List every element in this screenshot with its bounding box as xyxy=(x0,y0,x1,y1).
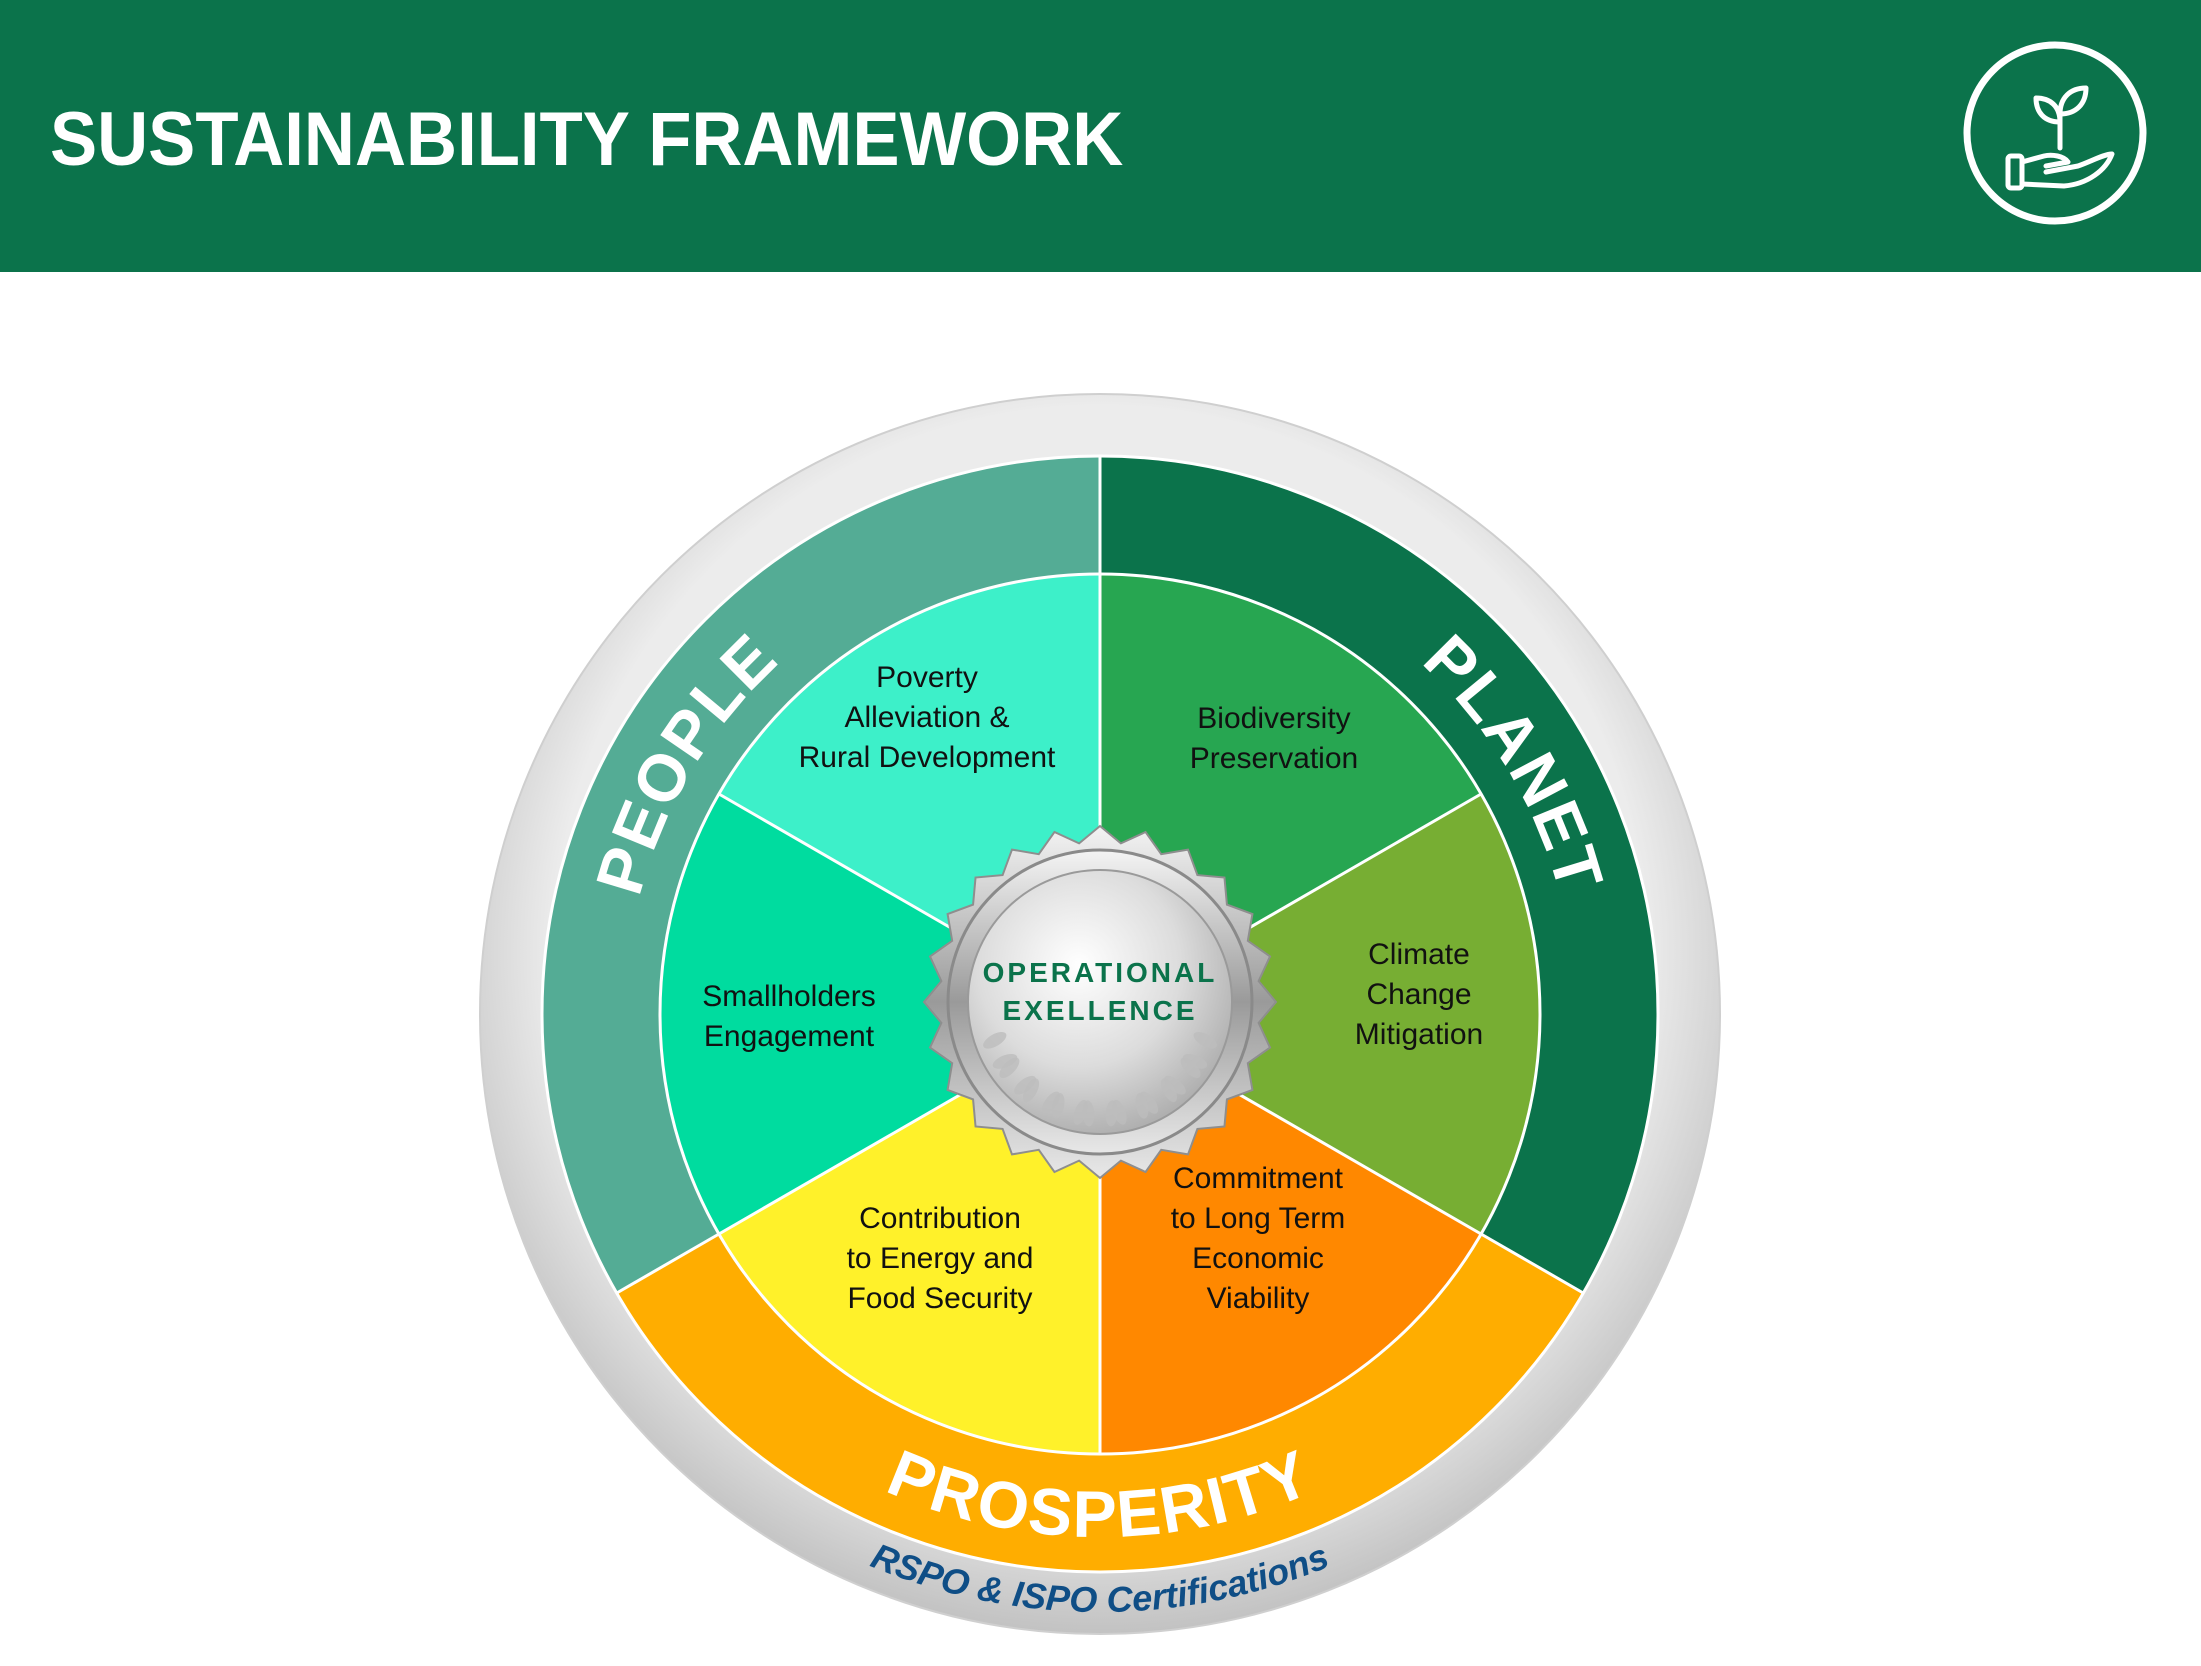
laurel-wreath-icon xyxy=(983,1031,1217,1127)
operational-excellence-badge: OPERATIONAL EXELLENCE xyxy=(922,824,1278,1180)
smallholders-segment xyxy=(660,794,1100,1234)
segment-label-line: Viability xyxy=(1207,1282,1310,1315)
laurel-leaf xyxy=(1014,1075,1036,1095)
planet-pillar-band xyxy=(1100,456,1658,1293)
laurel-leaf xyxy=(999,1057,1020,1079)
laurel-leaf xyxy=(983,1031,1007,1049)
laurel-leaf xyxy=(1160,1078,1178,1103)
segment-label-line: Economic xyxy=(1192,1242,1324,1275)
outer-ring-outline xyxy=(540,454,1660,1574)
pillar-divider xyxy=(616,1232,720,1295)
laurel-leaf xyxy=(1105,1100,1118,1127)
laurel-leaf xyxy=(1073,1099,1088,1125)
plant-in-hand-icon xyxy=(1963,41,2147,225)
laurel-leaf xyxy=(1041,1091,1060,1114)
segment-label-line: Change xyxy=(1366,978,1471,1011)
page-title: SUSTAINABILITY FRAMEWORK xyxy=(50,97,1124,182)
segment-label-line: Smallholders xyxy=(702,980,875,1013)
segment-label-line: Contribution xyxy=(859,1202,1021,1235)
laurel-leaf xyxy=(992,1053,1018,1069)
segment-label-line: Alleviation & xyxy=(844,701,1009,734)
prosperity-pillar-band xyxy=(616,1234,1584,1572)
header-bar: SUSTAINABILITY FRAMEWORK xyxy=(0,0,2201,272)
laurel-leaf xyxy=(1193,1031,1217,1049)
framework-diagram: OPERATIONAL EXELLENCE Poverty Alleviation… xyxy=(0,272,2201,1666)
segment-label-line: to Long Term xyxy=(1171,1202,1346,1235)
laurel-leaf xyxy=(1182,1053,1208,1069)
pillar-divider xyxy=(1480,1232,1584,1295)
segment-label-line: Preservation xyxy=(1190,742,1358,775)
segment-label-line: Climate xyxy=(1368,938,1470,971)
center-label-line-1: OPERATIONAL xyxy=(983,957,1218,988)
laurel-leaf xyxy=(1164,1075,1186,1095)
laurel-leaf xyxy=(1135,1093,1149,1119)
segment-label-line: Rural Development xyxy=(799,741,1056,774)
laurel-leaf xyxy=(1022,1078,1040,1103)
climate-change-segment xyxy=(1100,794,1540,1234)
inner-ring-outline xyxy=(658,572,1542,1456)
segment-label-line: Mitigation xyxy=(1355,1018,1483,1051)
segment-label-line: Commitment xyxy=(1173,1162,1344,1195)
center-label-line-2: EXELLENCE xyxy=(1002,995,1197,1026)
segment-label-line: Biodiversity xyxy=(1197,702,1350,735)
laurel-leaf xyxy=(1180,1057,1201,1079)
segment-label-line: Engagement xyxy=(704,1020,875,1053)
segment-label-line: Food Security xyxy=(847,1282,1032,1315)
segment-label-line: Poverty xyxy=(876,661,978,694)
segment-label-line: to Energy and xyxy=(847,1242,1034,1275)
people-pillar-band xyxy=(541,456,1100,1293)
